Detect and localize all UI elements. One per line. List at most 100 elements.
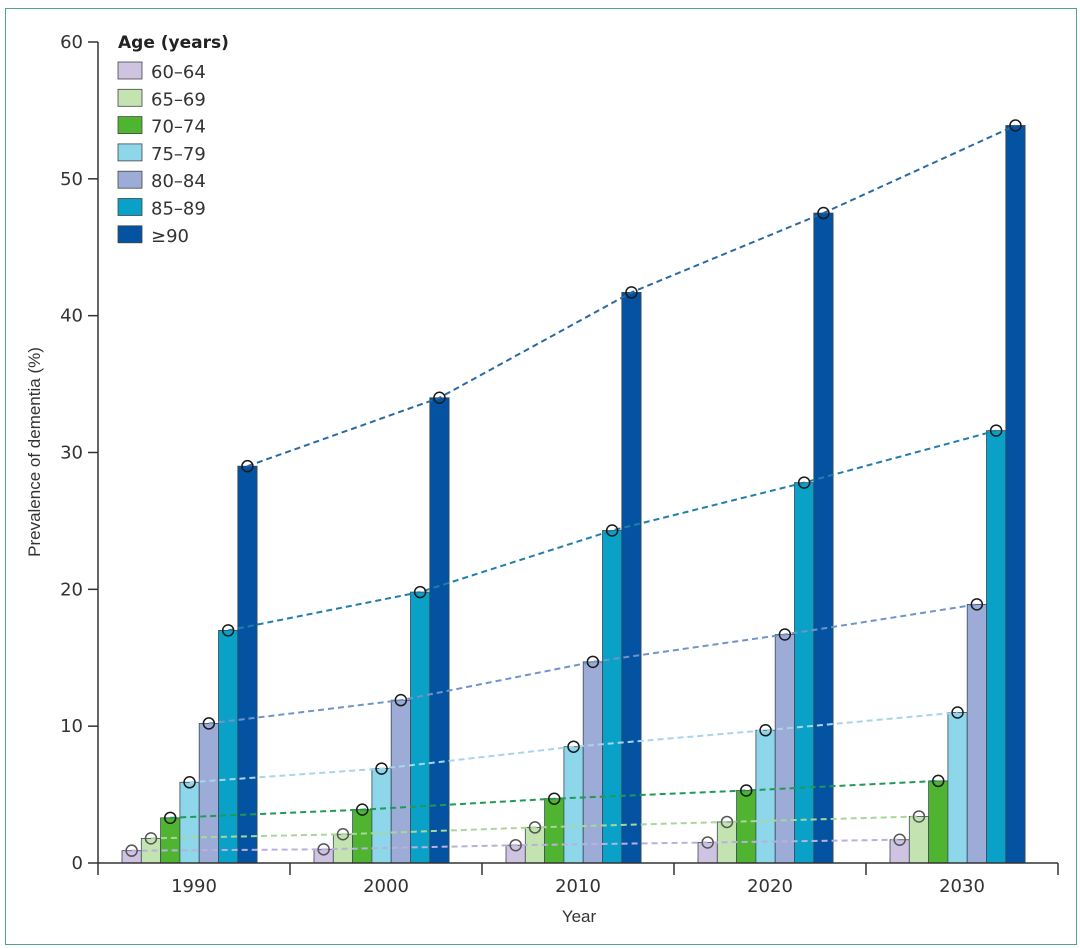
legend-label: ≥90 <box>151 226 189 247</box>
data-point-marker <box>183 776 196 789</box>
data-point-marker <box>356 803 369 816</box>
legend-label: 85–89 <box>151 199 206 220</box>
y-tick-label: 30 <box>60 443 83 464</box>
legend-label: 75–79 <box>151 144 206 165</box>
trend-line-6064 <box>131 838 900 852</box>
x-ticks: 1990 2000 2010 2020 2030 <box>97 863 1059 897</box>
bar-6064-2010 <box>505 844 526 864</box>
bar-6064-2030 <box>889 839 910 864</box>
data-point-marker <box>912 810 926 823</box>
bar-8084-2010 <box>582 661 603 864</box>
bar-90-1990 <box>237 465 258 864</box>
legend-items: 60–64 65–69 70–74 75–79 80–84 85–89 ≥90 <box>117 61 206 247</box>
data-point-marker <box>567 740 580 753</box>
bar-90-2020 <box>813 212 834 864</box>
data-point-marker <box>241 459 254 473</box>
y-tick-label: 20 <box>60 579 83 600</box>
data-point-marker <box>893 833 906 846</box>
legend-label: 65–69 <box>151 89 206 110</box>
data-point-marker <box>433 391 446 405</box>
trend-line-90 <box>247 124 1016 468</box>
bar-90-2000 <box>429 397 450 864</box>
trend-line-7579 <box>189 711 958 784</box>
data-point-marker <box>605 524 619 537</box>
data-point-marker <box>125 844 138 857</box>
bar-8589-2030 <box>986 430 1007 864</box>
data-point-marker <box>720 815 734 829</box>
bar-8084-2030 <box>966 603 987 864</box>
bar-7074-2030 <box>928 780 949 864</box>
data-point-marker <box>317 843 330 856</box>
bar-8589-2000 <box>410 591 431 864</box>
legend-swatch <box>117 116 143 134</box>
y-tick-label: 40 <box>60 306 83 327</box>
data-point-marker <box>144 832 158 845</box>
bar-8084-2020 <box>774 634 795 864</box>
data-point-marker <box>394 693 408 707</box>
trend-lines-layer <box>131 124 1016 852</box>
trend-line-6569 <box>150 815 919 840</box>
data-point-marker <box>778 628 792 641</box>
data-point-marker <box>740 784 753 797</box>
data-point-marker <box>951 706 964 719</box>
markers-layer <box>125 119 1022 857</box>
data-point-marker <box>797 476 811 489</box>
bar-7579-2030 <box>947 712 968 864</box>
x-tick-label: 1990 <box>171 876 217 897</box>
legend-swatch <box>117 198 143 216</box>
bar-7074-2010 <box>544 798 565 864</box>
data-point-marker <box>221 624 235 637</box>
bar-8084-1990 <box>198 723 219 864</box>
bar-6064-2020 <box>697 842 718 864</box>
x-tick-label: 2010 <box>555 876 601 897</box>
bar-7074-2020 <box>736 790 757 864</box>
x-axis-title: Year <box>562 907 597 926</box>
data-point-marker <box>509 838 522 852</box>
x-tick-label: 2020 <box>747 876 793 897</box>
legend-swatch <box>117 88 143 107</box>
data-point-marker <box>202 717 216 730</box>
data-point-marker <box>1009 119 1022 132</box>
data-point-marker <box>413 585 427 599</box>
y-ticks: 0 10 20 30 40 50 60 <box>60 32 98 874</box>
trend-line-7074 <box>170 779 939 819</box>
bar-6064-2000 <box>313 848 334 864</box>
legend-swatch <box>117 225 143 244</box>
bar-90-2030 <box>1005 125 1026 864</box>
legend-swatch <box>117 61 143 80</box>
bar-90-2010 <box>621 292 642 864</box>
legend-label: 80–84 <box>151 171 206 192</box>
trend-line-8589 <box>227 429 997 632</box>
bar-7074-1990 <box>160 817 181 864</box>
bar-7074-2000 <box>352 809 373 864</box>
x-tick-label: 2000 <box>363 876 409 897</box>
data-point-marker <box>375 762 388 775</box>
legend-label: 60–64 <box>151 62 206 83</box>
data-point-marker <box>932 774 945 788</box>
legend-label: 70–74 <box>151 117 206 138</box>
data-point-marker <box>625 286 638 299</box>
y-tick-label: 60 <box>60 32 83 53</box>
bar-7579-2010 <box>563 746 584 864</box>
data-point-marker <box>989 424 1003 437</box>
y-tick-label: 10 <box>60 716 83 737</box>
bar-7579-2020 <box>755 729 776 864</box>
bars-layer <box>121 125 1026 864</box>
legend: Age (years) 60–64 65–69 70–74 75–79 80–84 85–… <box>117 33 229 247</box>
y-tick-label: 50 <box>60 169 83 190</box>
data-point-marker <box>586 655 600 669</box>
bar-8589-1990 <box>218 629 239 864</box>
y-tick-label: 0 <box>72 853 83 874</box>
legend-title: Age (years) <box>118 33 229 53</box>
data-point-marker <box>759 724 772 737</box>
x-tick-label: 2030 <box>939 876 985 897</box>
data-point-marker <box>528 821 542 834</box>
y-axis-title: Prevalence of dementia (%) <box>25 347 44 557</box>
legend-swatch <box>117 143 143 162</box>
data-point-marker <box>336 828 350 841</box>
bar-8589-2020 <box>794 482 815 864</box>
bar-8589-2010 <box>602 530 623 864</box>
bar-8084-2000 <box>390 699 411 864</box>
data-point-marker <box>164 811 177 825</box>
